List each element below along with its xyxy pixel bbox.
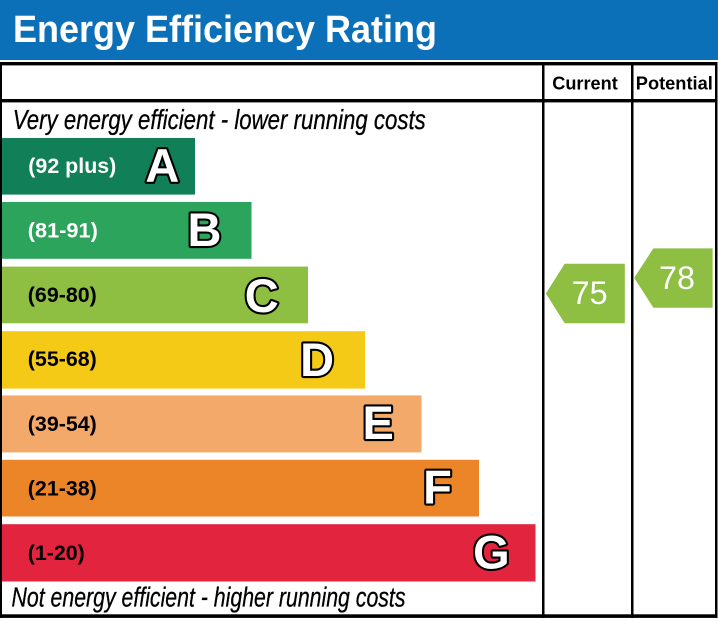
svg-text:(21-38): (21-38) xyxy=(28,476,97,500)
svg-text:(55-68): (55-68) xyxy=(28,347,97,371)
svg-text:Not energy efficient - higher: Not energy efficient - higher running co… xyxy=(12,582,406,613)
svg-text:78: 78 xyxy=(659,260,695,296)
svg-text:Energy Efficiency Rating: Energy Efficiency Rating xyxy=(13,9,437,51)
svg-text:Very energy efficient - lower: Very energy efficient - lower running co… xyxy=(13,104,426,135)
svg-text:(1-20): (1-20) xyxy=(28,541,85,565)
svg-text:F: F xyxy=(423,461,452,514)
svg-text:(39-54): (39-54) xyxy=(28,412,97,436)
svg-text:(92 plus): (92 plus) xyxy=(28,154,116,178)
svg-text:(81-91): (81-91) xyxy=(28,218,98,242)
svg-text:75: 75 xyxy=(572,275,608,311)
svg-text:G: G xyxy=(473,526,510,579)
svg-text:B: B xyxy=(188,203,222,256)
svg-text:(69-80): (69-80) xyxy=(28,283,97,307)
svg-text:C: C xyxy=(245,269,279,322)
svg-text:Potential: Potential xyxy=(636,73,713,94)
svg-text:Current: Current xyxy=(552,73,618,94)
svg-text:A: A xyxy=(145,139,179,192)
svg-text:E: E xyxy=(363,396,394,449)
svg-text:D: D xyxy=(300,333,334,386)
